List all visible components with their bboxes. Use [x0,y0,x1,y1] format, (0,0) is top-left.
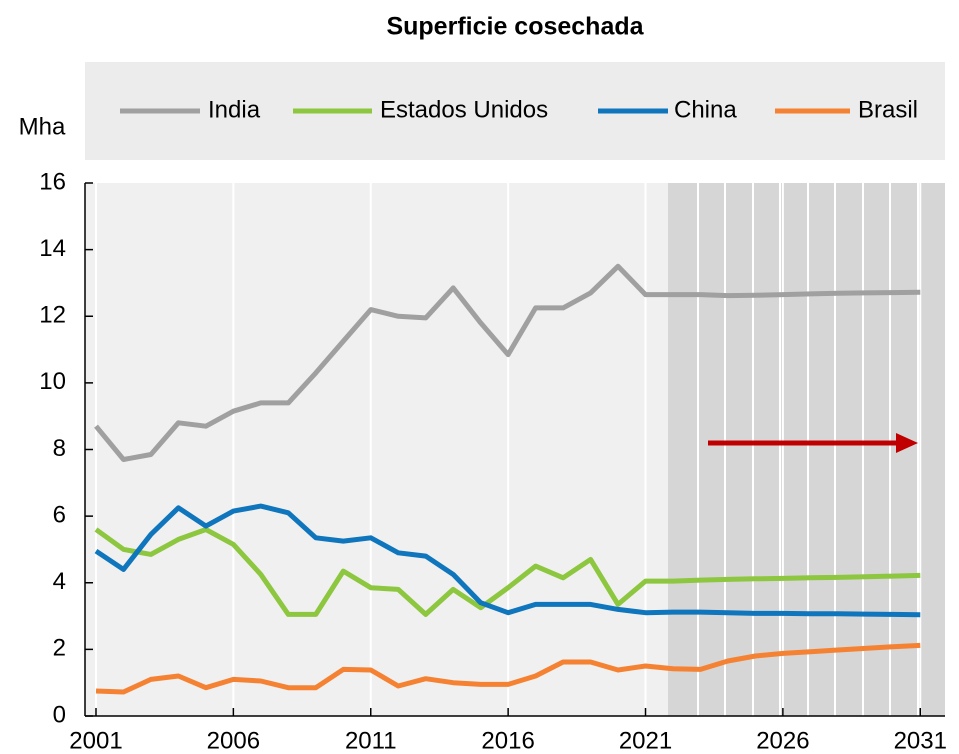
y-tick-label: 2 [53,635,66,662]
x-tick-label: 2006 [207,727,260,754]
y-axis-label: Mha [19,113,66,140]
arrow [708,433,918,453]
x-tick-label: 2031 [894,727,947,754]
chart-title: Superficie cosechada [386,13,644,41]
projection-grid [697,183,919,716]
y-tick-label: 6 [53,501,66,528]
series-line [94,527,921,617]
y-tick-label: 14 [39,235,66,262]
legend-label: Estados Unidos [380,96,548,123]
y-tick-label: 4 [53,568,66,595]
y-tick-label: 10 [39,368,66,395]
legend-label: Brasil [858,96,918,123]
x-tick-label: 2026 [756,727,809,754]
series-line [95,642,921,695]
series-line [94,503,921,618]
y-tick-label: 12 [39,302,66,329]
y-tick-label: 8 [53,435,66,462]
y-tick-label: 0 [53,701,66,728]
legend-label: China [674,96,737,123]
layer [94,183,922,716]
x-tick-label: 2016 [481,727,534,754]
legend-label: India [208,96,261,123]
series-line [94,263,921,462]
x-tick-label: 2011 [345,727,397,754]
y-tick-label: 16 [39,168,66,195]
x-tick-label: 2021 [619,727,672,754]
x-tick-label: 2001 [69,727,122,754]
